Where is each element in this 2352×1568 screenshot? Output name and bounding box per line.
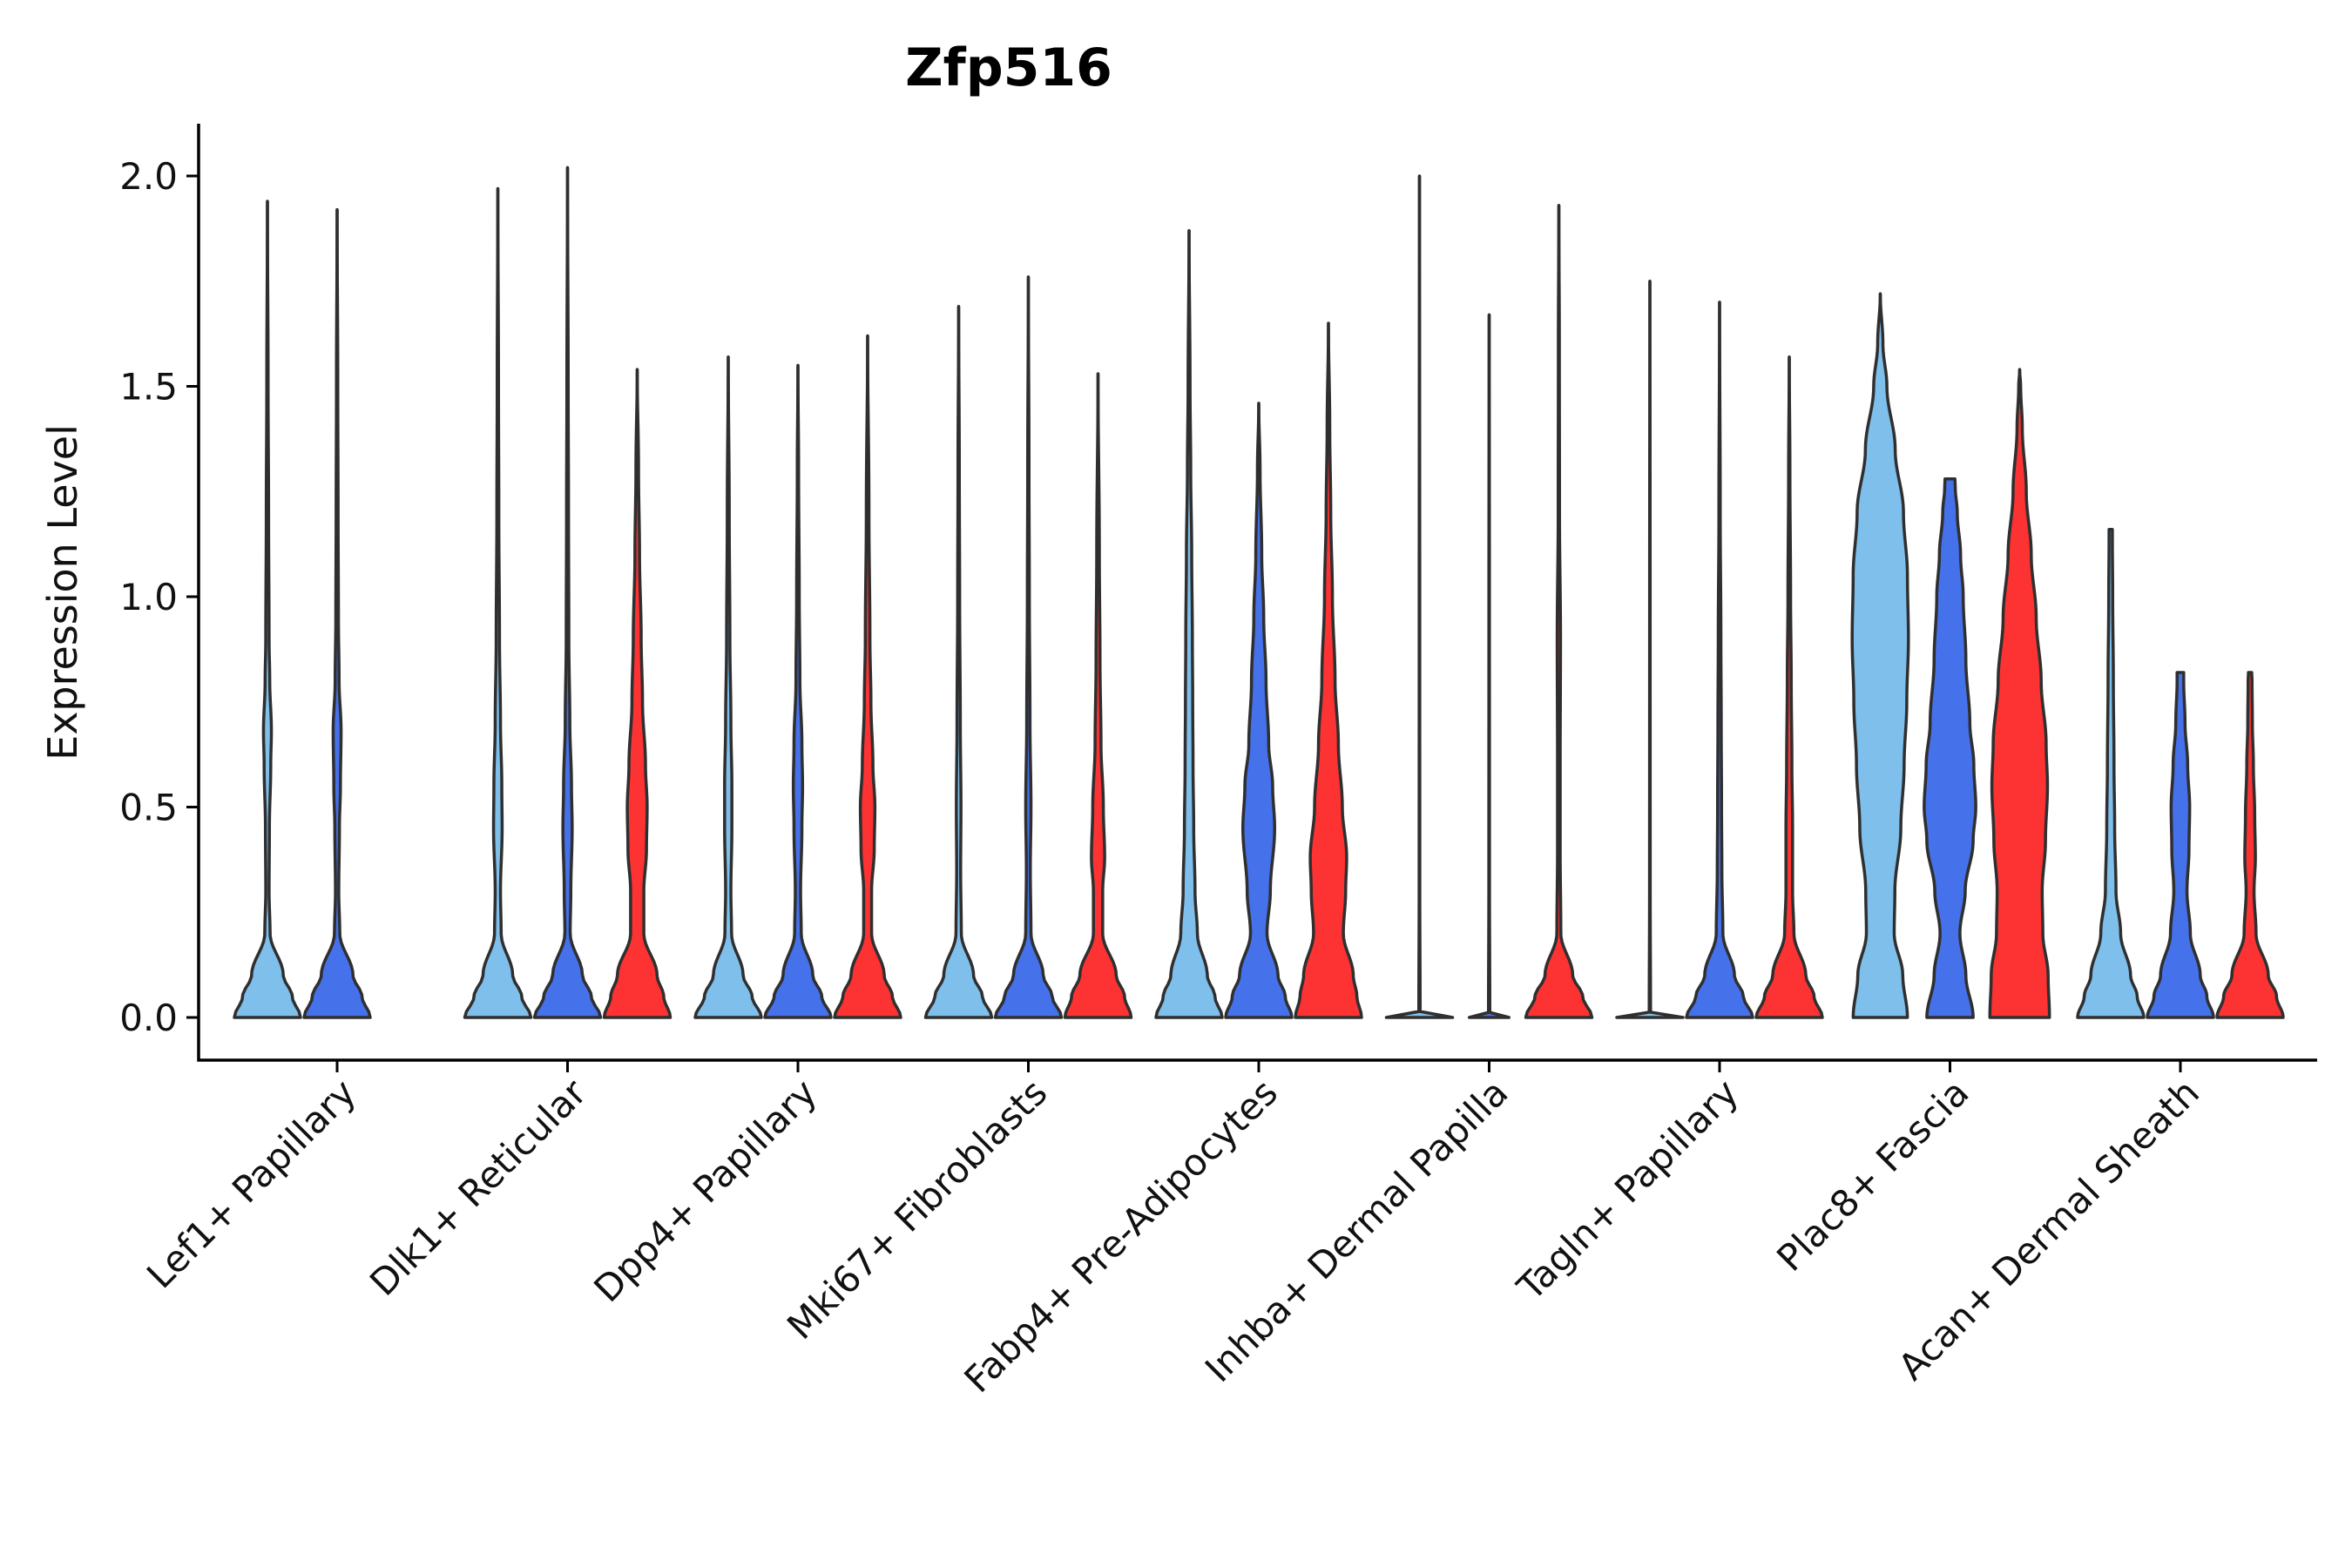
- violin-acan-dermal-sheath-a: [2076, 527, 2146, 1019]
- y-tick-label: 2.0: [119, 155, 178, 198]
- violin-acan-dermal-sheath-b: [2146, 671, 2215, 1019]
- violin-mki67-fibroblasts-a: [923, 304, 994, 1019]
- violin-fabp4-pre-adipocytes-c: [1294, 321, 1363, 1019]
- violin-tagln-papillary-a: [1615, 280, 1685, 1019]
- y-tick-label: 1.0: [119, 576, 178, 618]
- y-tick-label: 0.0: [119, 997, 178, 1039]
- y-axis-label: Expression Level: [39, 424, 86, 760]
- violin-mki67-fibroblasts-b: [993, 275, 1064, 1019]
- violin-tagln-papillary-b: [1685, 301, 1754, 1019]
- violin-inhba-dermal-papilla-c: [1524, 204, 1594, 1019]
- violin-inhba-dermal-papilla-a: [1384, 174, 1455, 1019]
- violin-dpp4-papillary-b: [763, 363, 833, 1019]
- violin-lef1-papillary-b: [302, 207, 372, 1019]
- x-tick-label: Dpp4+ Papillary: [585, 1071, 825, 1310]
- y-tick-label: 1.5: [119, 366, 178, 409]
- violin-inhba-dermal-papilla-b: [1467, 313, 1511, 1019]
- x-tick-label: Dlk1+ Reticular: [362, 1071, 595, 1304]
- violin-mki67-fibroblasts-c: [1063, 372, 1133, 1019]
- x-tick-label: Mki67+ Fibroblasts: [779, 1071, 1055, 1347]
- axis-lines: [197, 124, 2317, 1062]
- violin-dpp4-papillary-a: [693, 355, 763, 1019]
- violins-layer: [233, 166, 2285, 1019]
- x-tick-label: Tagln+ Papillary: [1509, 1071, 1747, 1308]
- violin-tagln-papillary-c: [1754, 355, 1824, 1019]
- violin-lef1-papillary-a: [233, 199, 302, 1019]
- chart-title: Zfp516: [905, 37, 1112, 98]
- x-tick-label: Plac8+ Fascia: [1768, 1071, 1977, 1279]
- violin-dlk1-reticular-b: [532, 166, 603, 1019]
- violin-fabp4-pre-adipocytes-b: [1224, 402, 1294, 1019]
- violin-dpp4-papillary-c: [833, 334, 902, 1019]
- x-tick-label: Lef1+ Papillary: [139, 1071, 364, 1296]
- violin-dlk1-reticular-a: [463, 186, 533, 1019]
- violin-acan-dermal-sheath-c: [2215, 671, 2285, 1019]
- violin-plac8-fascia-a: [1850, 292, 1910, 1019]
- violin-plac8-fascia-b: [1923, 477, 1977, 1019]
- violin-dlk1-reticular-c: [602, 368, 672, 1019]
- y-tick-label: 0.5: [119, 787, 178, 829]
- violin-fabp4-pre-adipocytes-a: [1154, 229, 1224, 1019]
- violin-plac8-fascia-c: [1988, 368, 2051, 1019]
